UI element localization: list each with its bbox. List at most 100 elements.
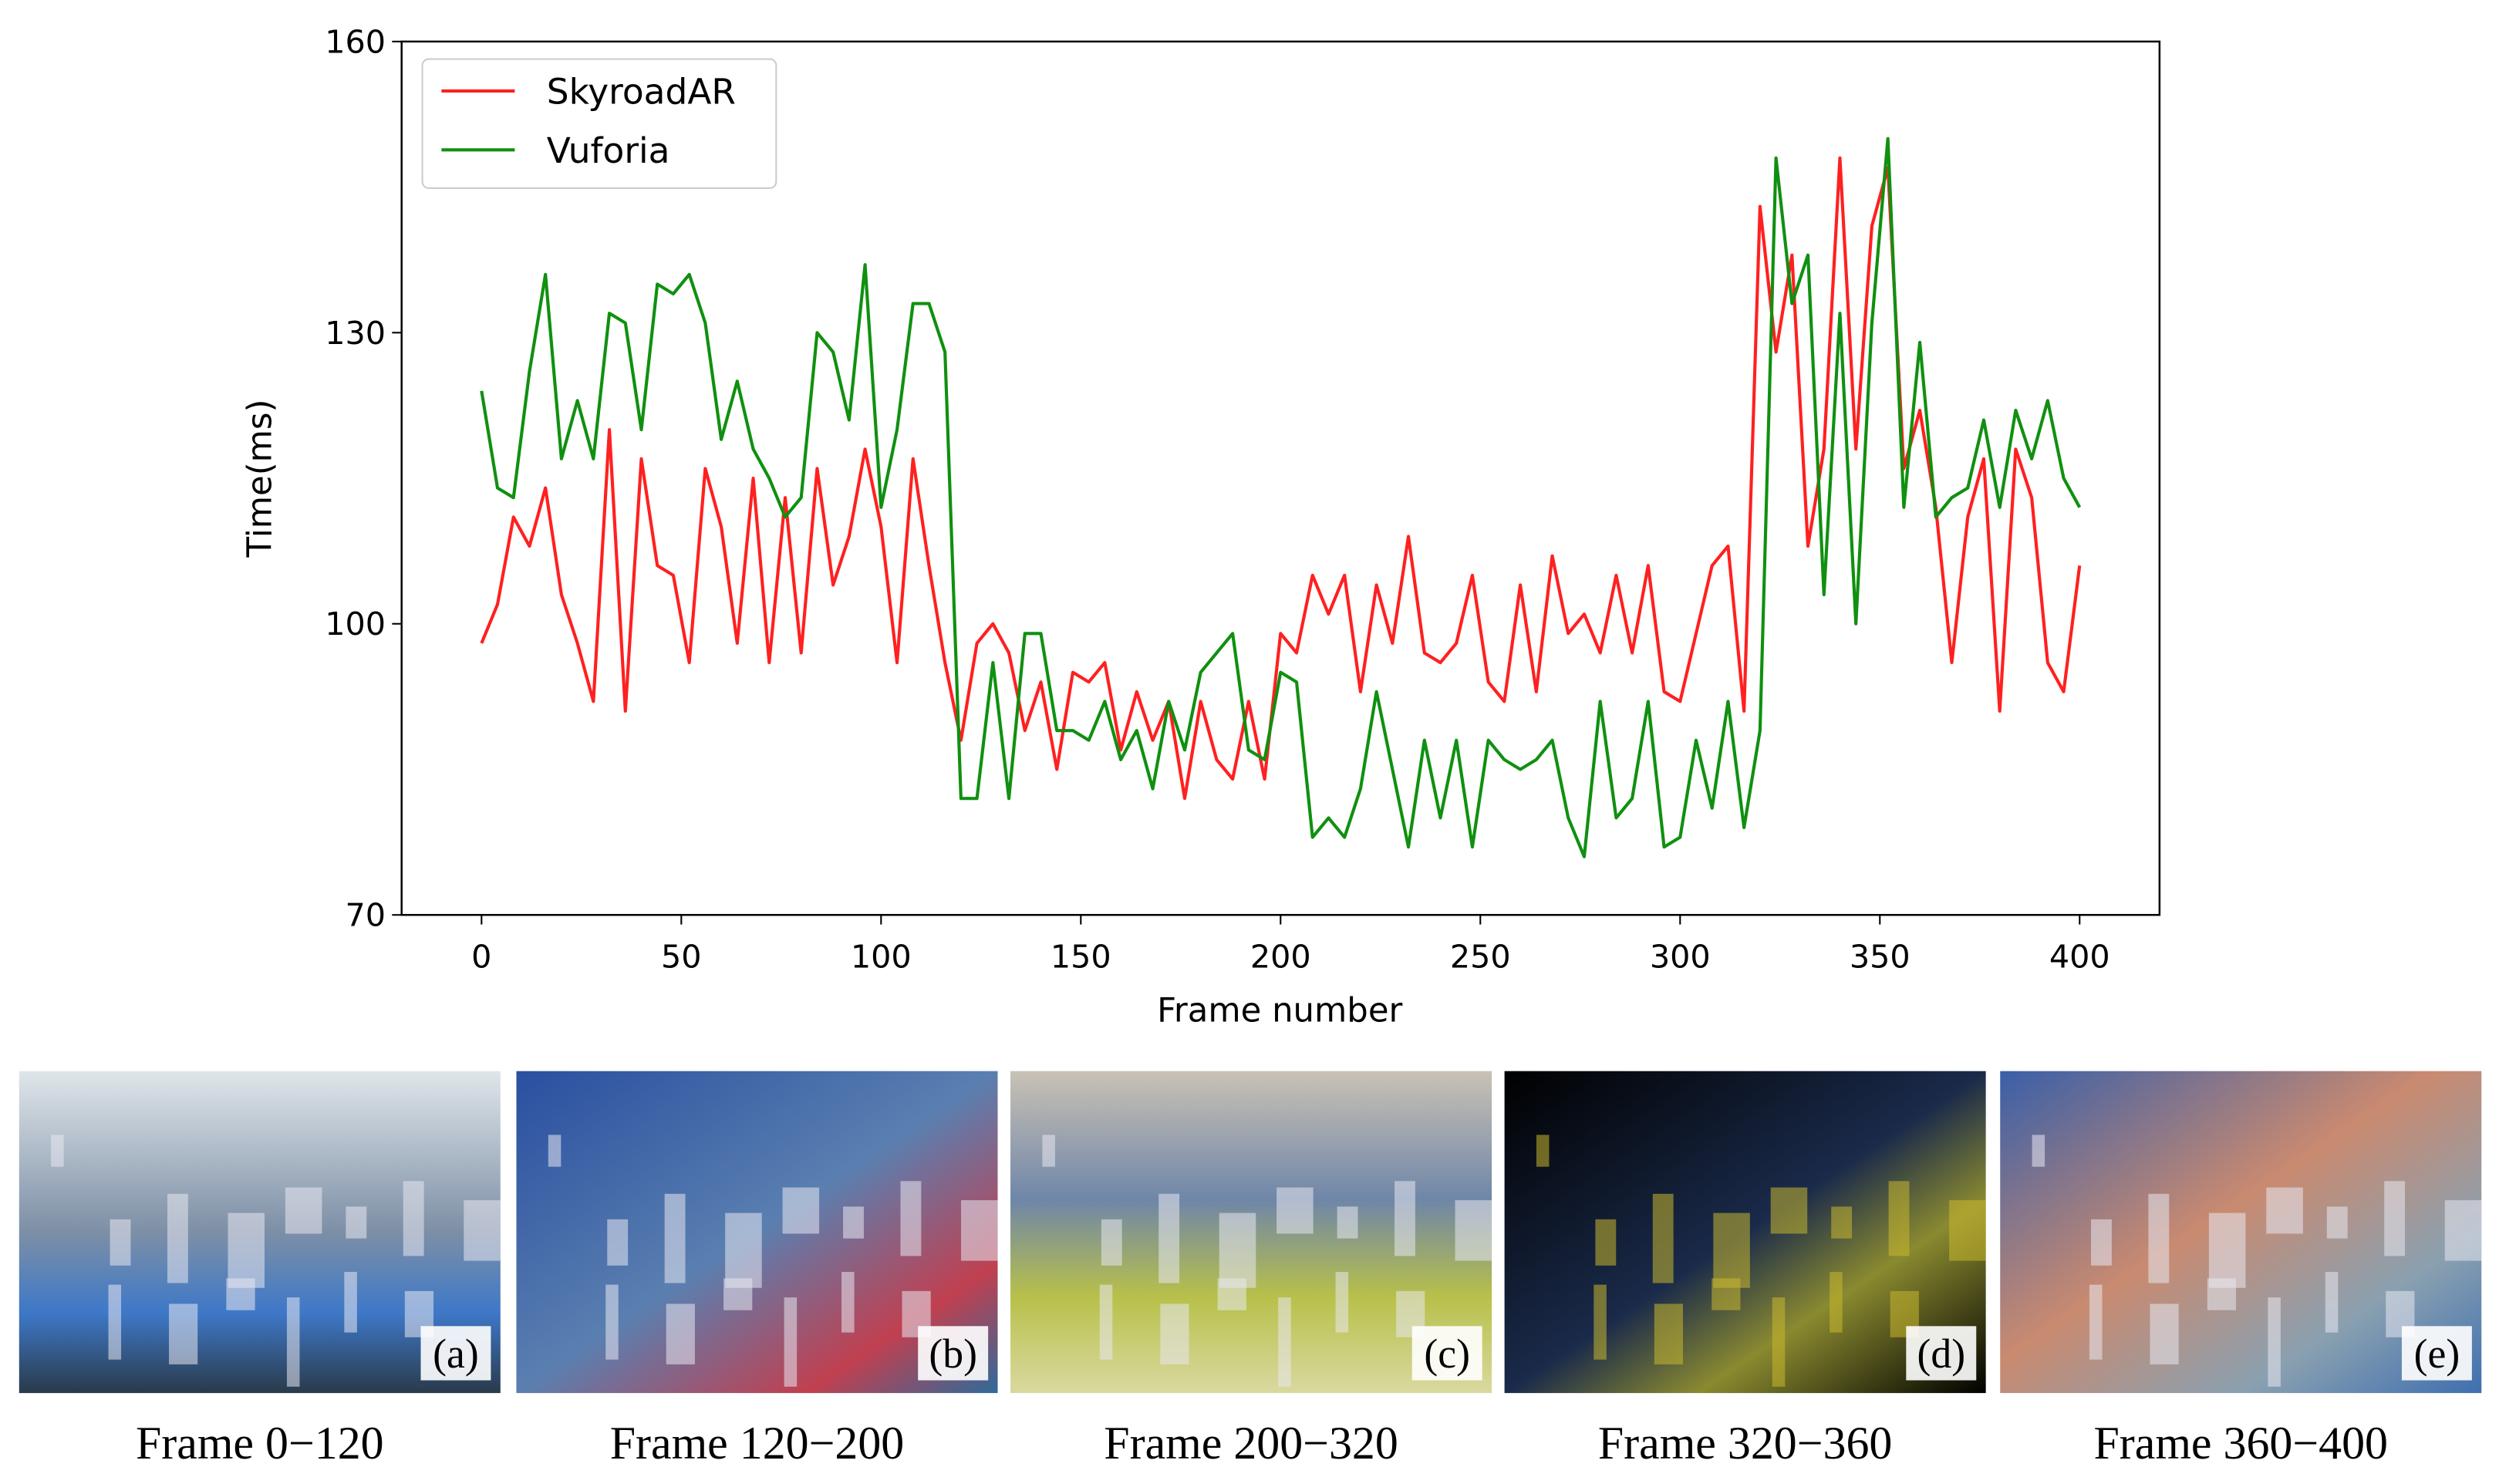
- photo-detail: [1770, 1187, 1808, 1234]
- x-tick-label: 350: [1850, 938, 1911, 975]
- photo-detail: [2384, 1181, 2406, 1256]
- x-tick-label: 150: [1051, 938, 1111, 975]
- photo-detail: [900, 1181, 922, 1256]
- photo-detail: [723, 1278, 753, 1310]
- photo-label-box: [918, 1326, 989, 1381]
- photo-caption: Frame 200−320: [1104, 1418, 1398, 1469]
- photo-detail: [403, 1181, 424, 1256]
- photo-detail: [1160, 1304, 1189, 1364]
- x-tick-label: 250: [1450, 938, 1511, 975]
- photo-detail: [110, 1219, 131, 1266]
- photo-detail: [2150, 1304, 2179, 1364]
- photo-detail: [344, 1272, 357, 1333]
- photo-detail: [1276, 1187, 1314, 1234]
- photo-detail: [1217, 1278, 1246, 1310]
- photo-detail: [1712, 1278, 1741, 1310]
- photo-detail: [2208, 1212, 2246, 1288]
- photo-label: (e): [2414, 1331, 2460, 1377]
- photo-detail: [666, 1304, 695, 1364]
- photo-detail: [2325, 1272, 2339, 1333]
- photo-detail: [1713, 1212, 1750, 1288]
- photo-detail: [464, 1200, 501, 1261]
- y-tick-label: 70: [345, 897, 386, 934]
- photo-caption: Frame 120−200: [610, 1418, 905, 1469]
- photo-detail: [2266, 1187, 2303, 1234]
- photo-detail: [2207, 1278, 2237, 1310]
- photo-detail: [607, 1219, 629, 1266]
- plot-frame: [400, 40, 2161, 916]
- photo-detail: [960, 1200, 998, 1261]
- photo-detail: [51, 1135, 64, 1167]
- photo-detail: [1278, 1297, 1291, 1387]
- photo-caption: Frame 360−400: [2093, 1418, 2388, 1469]
- photo-detail: [286, 1297, 300, 1387]
- x-tick-label: 50: [661, 938, 702, 975]
- photo-detail: [2444, 1200, 2482, 1261]
- x-tick-label: 0: [471, 938, 491, 975]
- photo-detail: [1101, 1219, 1122, 1266]
- photo-detail: [664, 1193, 686, 1283]
- photo-detail: [2268, 1297, 2281, 1387]
- photo-detail: [1595, 1219, 1617, 1266]
- y-tick-label: 100: [325, 605, 386, 643]
- photo-caption: Frame 320−360: [1598, 1418, 1893, 1469]
- photo-detail: [2089, 1284, 2103, 1360]
- x-tick-label: 400: [2049, 938, 2110, 975]
- photo-label: (a): [433, 1331, 479, 1377]
- photo-detail: [1654, 1304, 1684, 1364]
- photo-caption: Frame 0−120: [136, 1418, 384, 1469]
- photo-label: (c): [1424, 1331, 1470, 1377]
- photo-detail: [725, 1212, 762, 1288]
- y-axis-label: Time(ms): [241, 400, 279, 558]
- photo-detail: [346, 1206, 367, 1239]
- photo-label-box: [1906, 1326, 1977, 1381]
- photo-label-box: [2401, 1326, 2472, 1381]
- photo-detail: [1652, 1193, 1674, 1283]
- photo-label: (d): [1917, 1331, 1965, 1377]
- photo-detail: [1158, 1193, 1180, 1283]
- photo-detail: [2032, 1135, 2045, 1167]
- x-tick-label: 100: [851, 938, 912, 975]
- photo-detail: [1772, 1297, 1786, 1387]
- x-tick-label: 300: [1650, 938, 1711, 975]
- photo-detail: [1593, 1284, 1607, 1360]
- photo-detail: [1042, 1135, 1055, 1167]
- photo-detail: [2148, 1193, 2170, 1283]
- photo-detail: [228, 1212, 265, 1288]
- photo-detail: [1831, 1206, 1853, 1239]
- photo-detail: [1337, 1206, 1358, 1239]
- x-tick-label: 200: [1250, 938, 1311, 975]
- photo-label: (b): [929, 1331, 977, 1377]
- photo-detail: [167, 1193, 188, 1283]
- photo-detail: [843, 1206, 864, 1239]
- photo-detail: [1335, 1272, 1349, 1333]
- photo-detail: [2326, 1206, 2348, 1239]
- legend-label: Vuforia: [547, 130, 670, 171]
- x-axis-label: Frame number: [1157, 992, 1402, 1030]
- photo-detail: [285, 1187, 322, 1234]
- photo-detail: [108, 1284, 122, 1360]
- series-line: [480, 137, 2082, 858]
- legend-label: SkyroadAR: [547, 71, 736, 112]
- photo-detail: [169, 1304, 198, 1364]
- photo-detail: [1219, 1212, 1256, 1288]
- photo-label-box: [420, 1326, 491, 1381]
- photo-detail: [1395, 1181, 1415, 1256]
- photo-detail: [1888, 1181, 1910, 1256]
- photo-detail: [1455, 1200, 1492, 1261]
- photo-detail: [784, 1297, 798, 1387]
- photo-detail: [1536, 1135, 1550, 1167]
- photo-detail: [2091, 1219, 2112, 1266]
- photo-detail: [1099, 1284, 1113, 1360]
- y-tick-label: 160: [325, 23, 386, 60]
- photo-detail: [782, 1187, 820, 1234]
- photo-detail: [548, 1135, 562, 1167]
- photo-detail: [226, 1278, 255, 1310]
- series-line: [480, 156, 2082, 801]
- photo-detail: [1830, 1272, 1843, 1333]
- photo-detail: [841, 1272, 855, 1333]
- photo-detail: [605, 1284, 619, 1360]
- y-tick-label: 130: [325, 315, 386, 352]
- photo-detail: [1949, 1200, 1986, 1261]
